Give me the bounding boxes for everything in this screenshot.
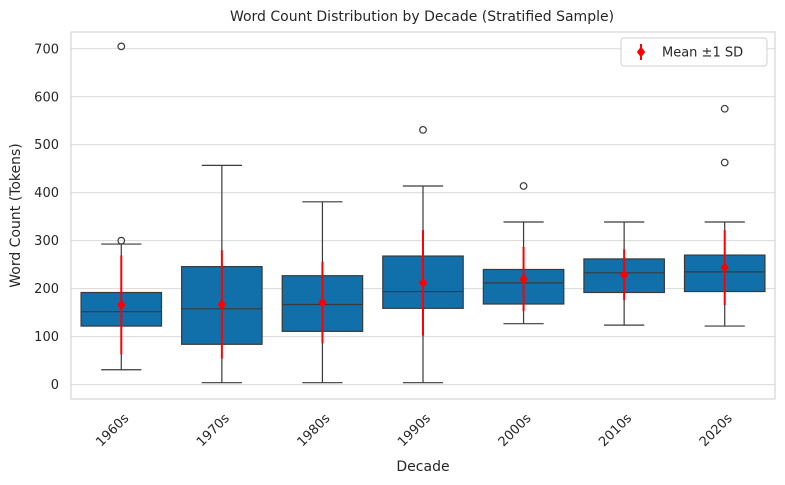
y-tick-label-700: 700 <box>34 42 59 57</box>
outlier-point <box>117 42 126 51</box>
mean-marker <box>318 297 327 309</box>
outlier-point <box>720 158 729 167</box>
x-tick-label-2000s: 2000s <box>496 411 535 450</box>
y-tick-label-0: 0 <box>51 378 59 393</box>
x-tick-label-1990s: 1990s <box>395 411 434 450</box>
x-tick-label-1960s: 1960s <box>93 411 132 450</box>
mean-sd-series <box>117 230 729 359</box>
outlier-point <box>720 104 729 113</box>
outlier-point <box>519 182 528 190</box>
mean-1980s <box>318 261 327 344</box>
x-tick-label-2010s: 2010s <box>596 411 635 450</box>
x-axis-ticks: 1960s 1970s 1980s 1990s 2000s 2010s 2020s <box>93 411 735 450</box>
outlier-point <box>117 236 126 245</box>
y-tick-label-600: 600 <box>34 90 59 105</box>
mean-marker <box>117 299 126 311</box>
y-axis-ticks: 0 100 200 300 400 500 600 700 <box>34 42 59 393</box>
mean-marker <box>720 262 729 274</box>
outlier-point <box>419 125 427 134</box>
mean-marker <box>519 273 528 285</box>
legend-frame <box>620 37 768 67</box>
y-tick-label-400: 400 <box>34 186 59 201</box>
mean-1970s <box>217 250 226 359</box>
x-axis-label: Decade <box>396 459 449 475</box>
legend: Mean ±1 SD <box>620 37 768 67</box>
mean-1960s <box>117 255 126 355</box>
mean-2020s <box>720 230 729 305</box>
y-tick-label-200: 200 <box>34 282 59 297</box>
mean-marker <box>418 277 428 289</box>
mean-2010s <box>620 249 629 301</box>
chart-title: Word Count Distribution by Decade (Strat… <box>230 9 614 25</box>
mean-1990s <box>418 230 428 336</box>
y-tick-label-500: 500 <box>34 138 59 153</box>
mean-marker <box>217 298 226 310</box>
legend-label: Mean ±1 SD <box>662 46 743 61</box>
x-tick-label-2020s: 2020s <box>697 411 736 450</box>
y-tick-label-300: 300 <box>34 234 59 249</box>
y-axis-label: Word Count (Tokens) <box>8 143 24 288</box>
y-tick-label-100: 100 <box>34 330 59 345</box>
plot-frame <box>70 31 776 400</box>
x-tick-label-1970s: 1970s <box>194 411 233 450</box>
mean-2000s <box>519 246 528 312</box>
mean-marker <box>620 269 629 281</box>
legend-diamond-marker <box>636 46 646 58</box>
x-tick-label-1980s: 1980s <box>295 411 334 450</box>
